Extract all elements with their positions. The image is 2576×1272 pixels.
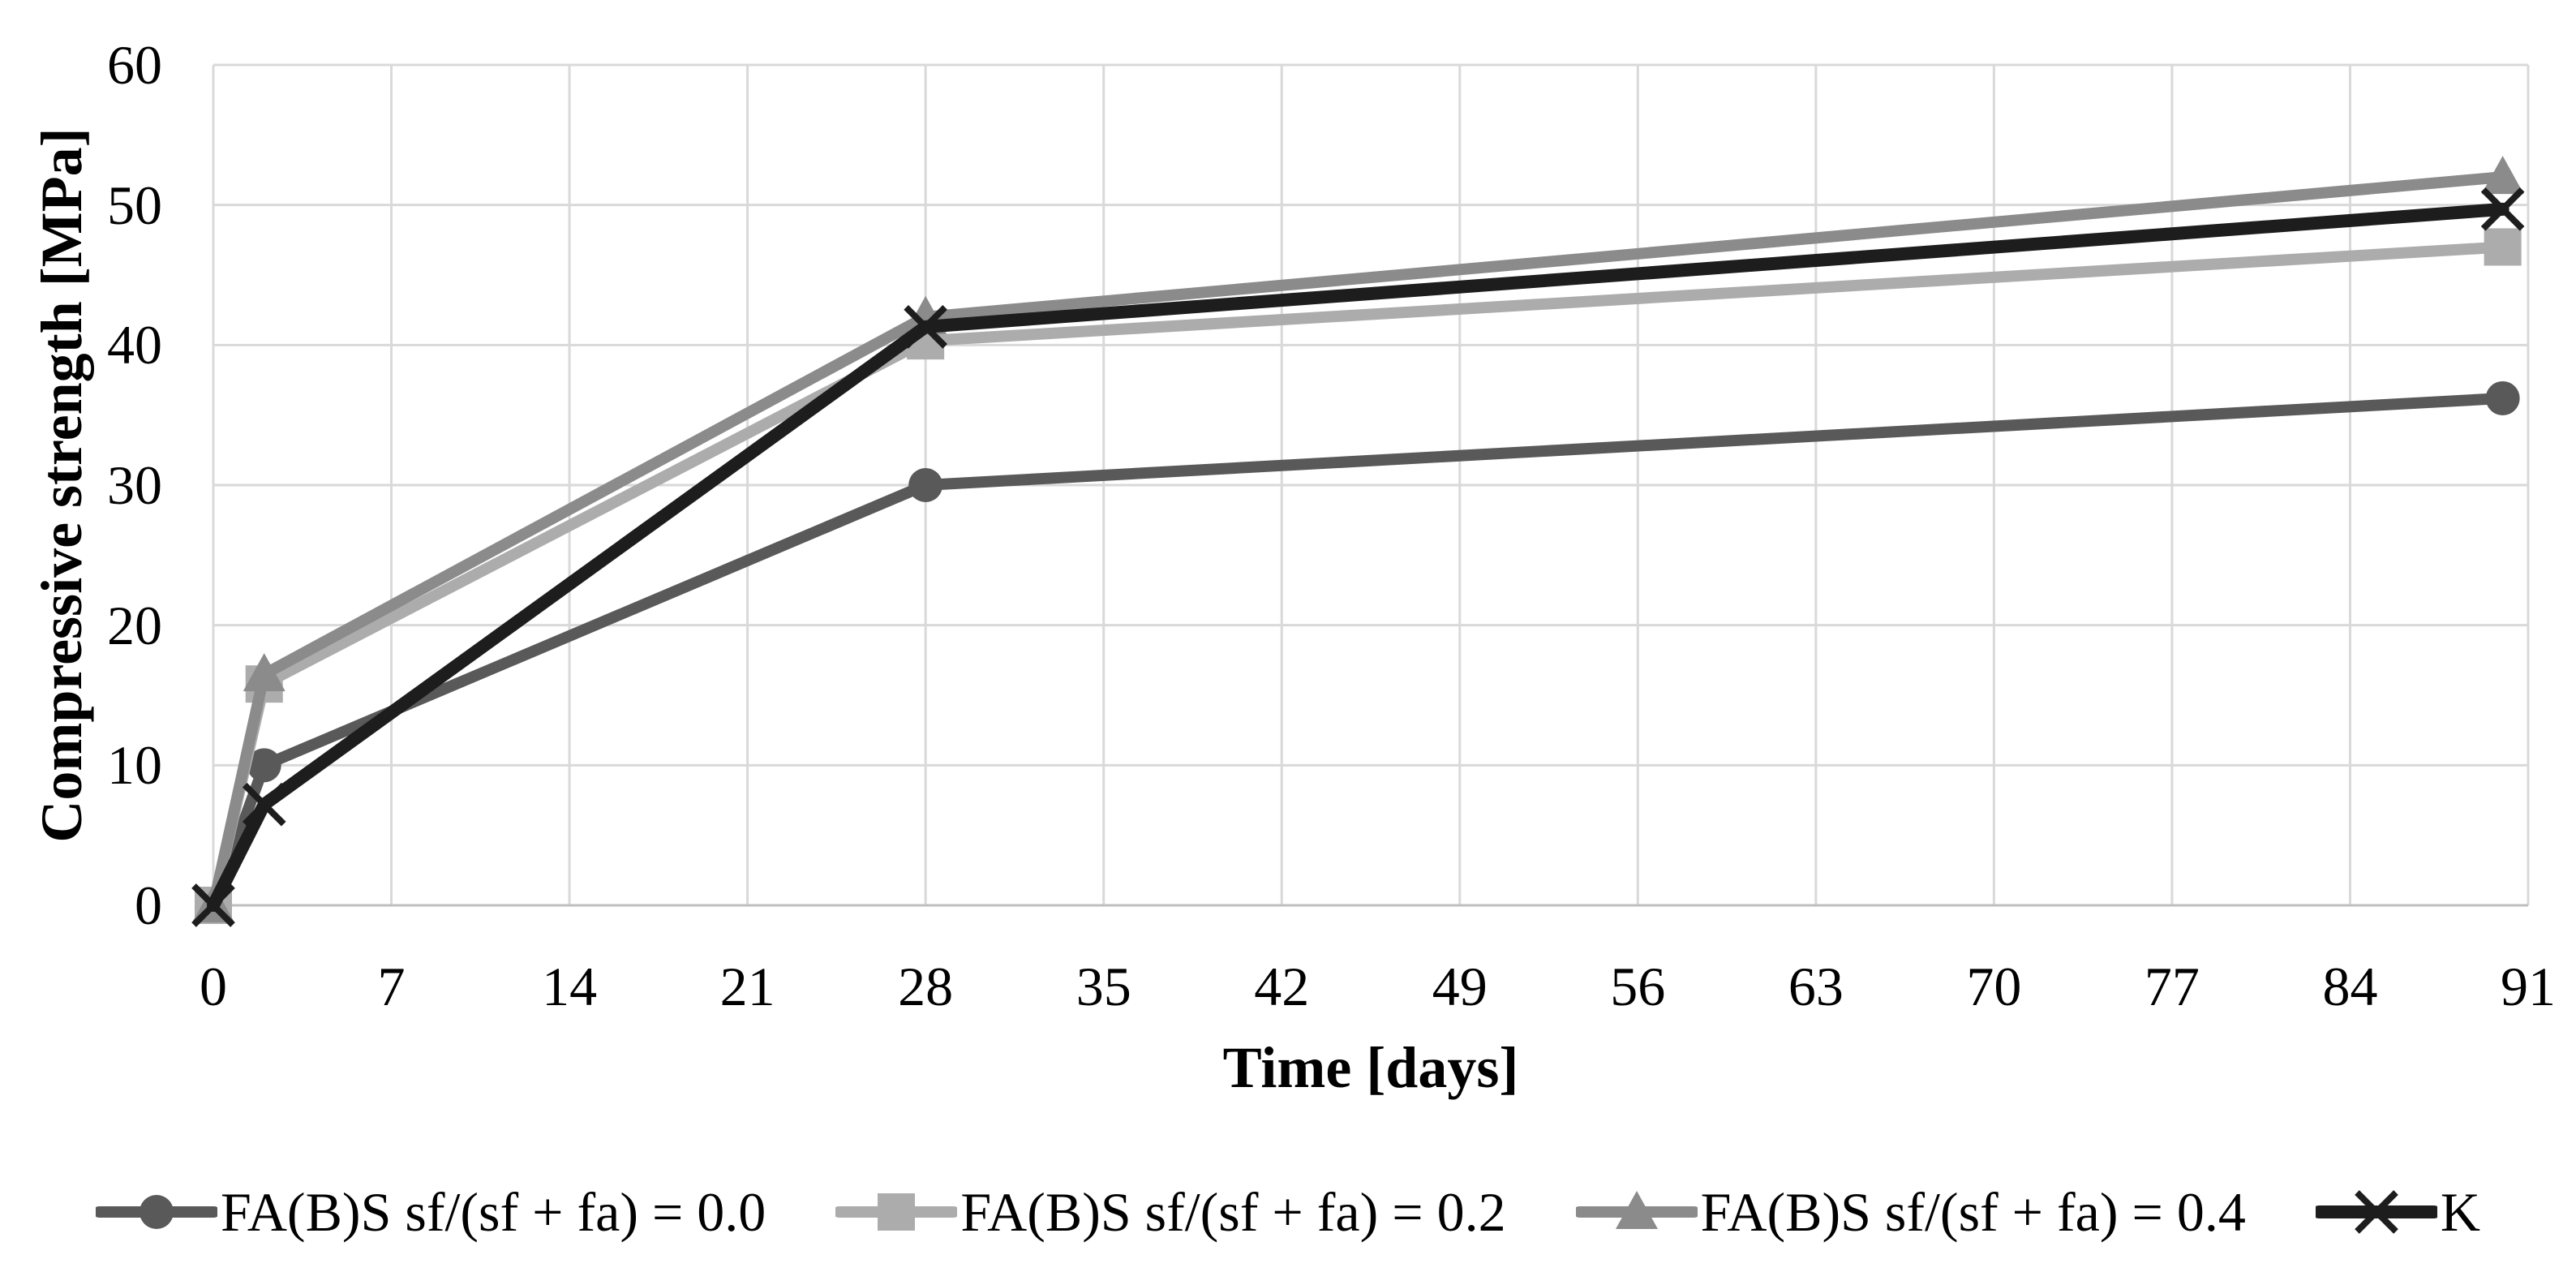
x-tick-label: 28 (898, 956, 954, 1017)
triangle-marker-icon (1615, 1191, 1658, 1229)
triangle-marker-icon (2481, 156, 2524, 195)
x-marker-icon (904, 305, 947, 349)
series-line (207, 202, 2509, 912)
x-marker-icon (2480, 187, 2525, 231)
legend-item-fabs-0-0: FA(B)S sf/(sf + fa) = 0.0 (96, 1170, 766, 1254)
legend-label: FA(B)S sf/(sf + fa) = 0.4 (1700, 1181, 2246, 1243)
square-marker-icon (878, 1193, 916, 1231)
x-tick-label: 70 (1966, 956, 2022, 1017)
square-marker-icon (2484, 228, 2522, 266)
circle-marker-icon (247, 748, 281, 783)
y-tick-label: 60 (107, 34, 162, 96)
series-line (208, 171, 2509, 911)
series-line (208, 392, 2509, 911)
triangle-marker-icon (243, 653, 286, 692)
x-tick-label: 56 (1610, 956, 1666, 1017)
y-tick-label: 40 (107, 314, 162, 376)
x-marker-icon (2355, 1190, 2398, 1234)
legend-x-marker-icon (2315, 1190, 2437, 1234)
y-tick-label: 10 (107, 734, 162, 797)
x-tick-label: 77 (2144, 956, 2200, 1017)
x-tick-label: 14 (542, 956, 598, 1017)
circle-marker-icon (908, 468, 943, 502)
series-x (191, 187, 2525, 927)
x-tick-label: 7 (377, 956, 406, 1017)
x-tick-label: 84 (2322, 956, 2378, 1017)
x-tick-label: 49 (1432, 956, 1488, 1017)
x-tick-label: 63 (1788, 956, 1844, 1017)
legend-label: FA(B)S sf/(sf + fa) = 0.0 (221, 1181, 766, 1243)
gridlines (212, 63, 2530, 907)
legend-item-k: K (2315, 1170, 2480, 1254)
x-tick-label: 21 (719, 956, 775, 1017)
legend-label: FA(B)S sf/(sf + fa) = 0.2 (960, 1181, 1506, 1243)
y-tick-label: 30 (107, 454, 162, 516)
legend-label: K (2440, 1181, 2480, 1243)
legend-circle-marker-icon (96, 1195, 218, 1229)
y-tick-label: 50 (107, 174, 162, 236)
legend-square-marker-icon (835, 1193, 958, 1231)
legend: FA(B)S sf/(sf + fa) = 0.0 FA(B)S sf/(sf … (0, 1170, 2576, 1254)
x-tick-label: 91 (2501, 956, 2556, 1017)
legend-item-fabs-0-4: FA(B)S sf/(sf + fa) = 0.4 (1575, 1170, 2246, 1254)
legend-triangle-marker-icon (1575, 1191, 1698, 1229)
x-axis-title: Time [days] (1222, 1035, 1519, 1100)
x-marker-icon (191, 883, 235, 927)
circle-marker-icon (140, 1195, 174, 1229)
x-tick-label: 35 (1075, 956, 1131, 1017)
legend-item-fabs-0-2: FA(B)S sf/(sf + fa) = 0.2 (835, 1170, 1506, 1254)
y-tick-label: 0 (135, 874, 162, 936)
x-tick-label: 0 (200, 956, 227, 1017)
circle-marker-icon (2485, 380, 2520, 415)
y-tick-label: 20 (107, 594, 162, 656)
x-tick-label: 42 (1254, 956, 1310, 1017)
x-marker-icon (242, 782, 286, 827)
